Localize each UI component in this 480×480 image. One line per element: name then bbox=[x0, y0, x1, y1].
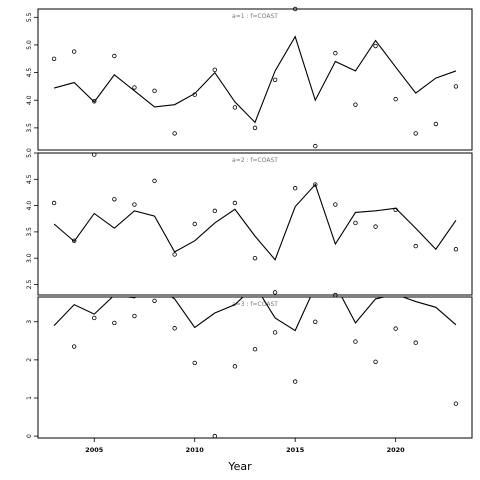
data-point bbox=[152, 88, 157, 94]
data-point bbox=[393, 96, 398, 102]
data-point bbox=[212, 208, 218, 214]
data-point bbox=[132, 202, 137, 207]
data-point bbox=[71, 238, 77, 244]
data-point bbox=[353, 339, 358, 344]
data-point bbox=[373, 359, 378, 364]
panel-3-title: a=3 : f=COAST bbox=[232, 301, 278, 308]
data-point bbox=[92, 152, 97, 157]
y-tick-label: 3.5 bbox=[26, 123, 33, 133]
data-point bbox=[172, 326, 177, 331]
data-point bbox=[333, 51, 338, 56]
data-point bbox=[313, 143, 318, 149]
data-point bbox=[132, 85, 137, 90]
y-tick-label: 4.5 bbox=[26, 174, 33, 184]
data-point bbox=[272, 77, 278, 82]
data-point bbox=[333, 292, 338, 298]
data-point bbox=[292, 186, 298, 191]
data-point bbox=[71, 344, 77, 349]
data-point bbox=[192, 221, 197, 227]
data-point bbox=[51, 200, 57, 206]
data-point bbox=[252, 125, 258, 131]
y-tick-label: 5.5 bbox=[26, 12, 33, 22]
data-point bbox=[112, 320, 117, 326]
data-point bbox=[51, 56, 57, 61]
panel-1: a=1 : f=COAST 3.5 4.0 4.5 5.0 5.5 bbox=[26, 6, 473, 151]
data-point bbox=[433, 121, 439, 127]
y-tick-label: 1 bbox=[26, 396, 33, 400]
data-point bbox=[132, 313, 137, 319]
data-point bbox=[71, 49, 77, 54]
x-axis-label: Year bbox=[227, 460, 252, 473]
y-tick-label: 4.0 bbox=[26, 95, 33, 105]
data-point bbox=[272, 290, 278, 295]
data-point bbox=[413, 131, 418, 136]
y-tick-label: 2.5 bbox=[26, 280, 33, 290]
x-tick-label: 2005 bbox=[85, 446, 104, 454]
data-point bbox=[92, 99, 97, 104]
data-point bbox=[92, 315, 97, 321]
data-point bbox=[313, 319, 318, 324]
data-point bbox=[413, 243, 418, 249]
data-point bbox=[353, 102, 358, 107]
x-tick-label: 2015 bbox=[286, 446, 305, 454]
data-point bbox=[453, 247, 459, 252]
data-point bbox=[373, 224, 378, 229]
data-point bbox=[272, 330, 278, 335]
data-point bbox=[292, 379, 298, 384]
y-tick-label: 5.0 bbox=[26, 148, 33, 158]
panel-2-fitted-line bbox=[53, 183, 457, 261]
y-tick-label: 3.5 bbox=[26, 227, 33, 237]
data-point bbox=[373, 43, 378, 49]
data-point bbox=[232, 200, 238, 206]
data-point bbox=[212, 67, 218, 73]
data-point bbox=[192, 360, 197, 366]
data-point bbox=[232, 364, 238, 369]
data-point bbox=[152, 178, 157, 184]
panel-2: a=2 : f=COAST 2.5 3.0 3.5 4.0 4.5 5.0 bbox=[26, 148, 473, 296]
data-point bbox=[413, 340, 418, 345]
panel-3-frame bbox=[37, 296, 473, 439]
panel-1-frame bbox=[37, 8, 473, 151]
panel-2-frame bbox=[37, 152, 473, 296]
y-tick-label: 3 bbox=[26, 320, 33, 324]
x-tick-label: 2010 bbox=[186, 446, 205, 454]
data-point bbox=[453, 401, 459, 406]
data-point bbox=[232, 105, 238, 110]
data-point bbox=[453, 84, 459, 89]
data-point bbox=[393, 326, 398, 331]
data-point bbox=[192, 92, 197, 97]
y-tick-label: 4.0 bbox=[26, 201, 33, 211]
y-tick-label: 4.5 bbox=[26, 68, 33, 78]
panel-1-fitted-line bbox=[53, 35, 457, 124]
data-point bbox=[172, 131, 177, 136]
panel-1-title: a=1 : f=COAST bbox=[232, 13, 278, 20]
data-point bbox=[353, 220, 358, 226]
data-point bbox=[313, 182, 318, 187]
data-point bbox=[252, 347, 258, 352]
panel-2-title: a=2 : f=COAST bbox=[232, 157, 278, 164]
data-point bbox=[252, 255, 258, 261]
y-tick-label: 5.0 bbox=[26, 40, 33, 50]
panel-3: a=3 : f=COAST 0 1 2 3 bbox=[26, 292, 473, 439]
y-tick-label: 2 bbox=[26, 358, 33, 362]
x-tick-label: 2020 bbox=[387, 446, 406, 454]
data-point bbox=[112, 197, 117, 202]
data-point bbox=[212, 433, 218, 439]
data-point bbox=[333, 202, 338, 207]
data-point bbox=[393, 207, 398, 212]
data-point bbox=[292, 6, 298, 12]
data-point bbox=[172, 252, 177, 257]
data-point bbox=[152, 298, 157, 304]
y-tick-label: 3.0 bbox=[26, 253, 33, 263]
y-tick-label: 0 bbox=[26, 434, 33, 438]
data-point bbox=[112, 53, 117, 59]
